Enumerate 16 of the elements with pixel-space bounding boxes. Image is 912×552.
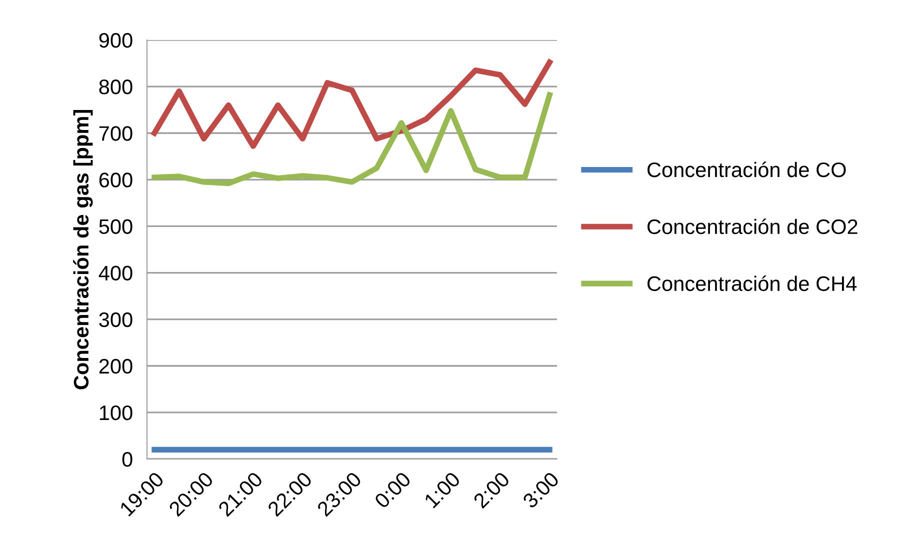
legend-label: Concentración de CH4: [648, 276, 857, 292]
legend-label: Concentración de CO: [648, 162, 846, 178]
y-tick-label: 900: [99, 33, 132, 48]
y-tick-label: 500: [99, 219, 132, 234]
y-tick-label: 400: [98, 266, 132, 281]
y-tick-label: 200: [99, 358, 132, 374]
y-tick-label: 0: [122, 452, 132, 467]
y-tick-label: 100: [100, 405, 132, 420]
y-axis-title: Concentración de gas [ppm]: [73, 110, 93, 390]
y-tick-label: 300: [99, 312, 132, 328]
y-tick-label: 600: [99, 172, 132, 188]
y-tick-label: 800: [99, 80, 132, 94]
x-tick-label: 0:00: [374, 471, 412, 510]
legend-label: Concentración de CO2: [648, 218, 858, 234]
y-tick-label: 700: [99, 126, 132, 141]
x-tick-label: 3:00: [522, 471, 560, 510]
